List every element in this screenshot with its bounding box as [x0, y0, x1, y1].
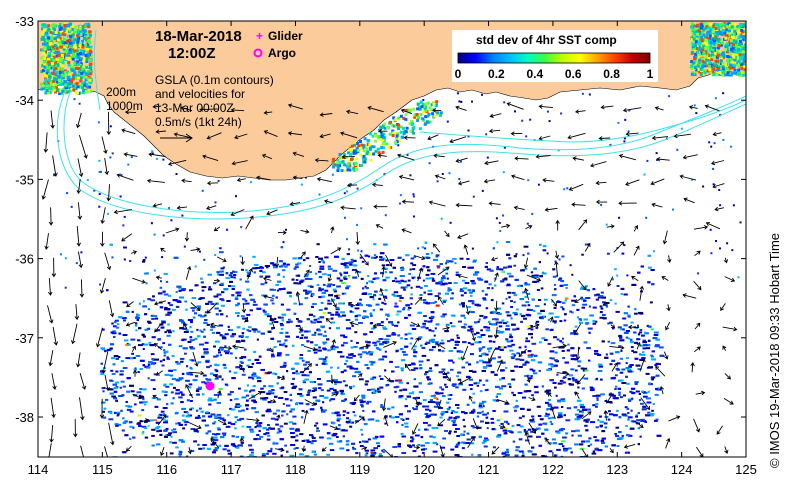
colorbar-tick-label: 0	[455, 67, 462, 81]
y-tick-label: -33	[15, 14, 34, 29]
glider-icon: +	[256, 29, 263, 43]
argo-label: Argo	[268, 46, 296, 60]
argo-float-marker	[205, 381, 215, 391]
x-tick-label: 123	[606, 462, 628, 477]
isobath-1000m	[56, 93, 746, 220]
gsla-note-4: 0.5m/s (1kt 24h)	[155, 115, 242, 129]
plot-frame	[37, 20, 747, 458]
y-tick-label: -37	[15, 331, 34, 346]
map-time: 12:00Z	[168, 45, 216, 62]
glider-label: Glider	[268, 29, 303, 43]
x-tick-label: 116	[156, 462, 177, 477]
x-tick-label: 119	[349, 462, 370, 477]
sst-data-layer	[53, 90, 742, 457]
colorbar-ticks: 0 0.2 0.4 0.6 0.8 1	[455, 67, 654, 81]
isobath-200m	[63, 91, 746, 213]
x-tick-label: 121	[478, 462, 500, 477]
gsla-note-3: 13-Mar 00:00Z	[155, 101, 234, 115]
isobath-label-200m: 200m	[106, 85, 136, 99]
coastal-sst-patches	[40, 22, 746, 173]
x-tick-label: 115	[92, 462, 113, 477]
y-tick-label: -35	[15, 172, 34, 187]
x-tick-label: 118	[285, 462, 306, 477]
x-tick-label: 124	[671, 462, 693, 477]
colorbar-tick-label: 0.2	[488, 67, 505, 81]
argo-icon	[253, 48, 263, 58]
x-axis: 114 115 116 117 118 119 120 121 122 123 124 125	[28, 21, 757, 477]
x-tick-label: 122	[542, 462, 564, 477]
x-tick-label: 120	[413, 462, 435, 477]
gsla-contour-north	[93, 29, 101, 111]
colorbar-tick-label: 0.8	[603, 67, 620, 81]
colorbar	[457, 52, 651, 64]
y-tick-label: -38	[15, 410, 34, 425]
colorbar-tick-label: 0.6	[565, 67, 582, 81]
scale-arrow	[160, 133, 193, 143]
colorbar-tick-label: 1	[647, 67, 654, 81]
x-tick-label: 125	[735, 462, 757, 477]
y-tick-label: -36	[15, 252, 34, 267]
gsla-note-1: GSLA (0.1m contours)	[155, 73, 274, 87]
isobath-label-1000m: 1000m	[106, 99, 143, 113]
x-tick-label: 117	[221, 462, 242, 477]
velocity-arrows	[41, 102, 738, 457]
credit-text: © IMOS 19-Mar-2018 09:33 Hobart Time	[767, 233, 782, 468]
x-tick-label: 114	[28, 462, 49, 477]
colorbar-title: std dev of 4hr SST comp	[476, 33, 617, 47]
y-axis: -33 -34 -35 -36 -37 -38	[15, 14, 746, 425]
colorbar-tick-label: 0.4	[526, 67, 543, 81]
map-date: 18-Mar-2018	[155, 28, 242, 45]
gsla-contour-upper	[419, 99, 746, 143]
gsla-note-2: and velocities for	[155, 87, 245, 101]
y-tick-label: -34	[15, 93, 34, 108]
